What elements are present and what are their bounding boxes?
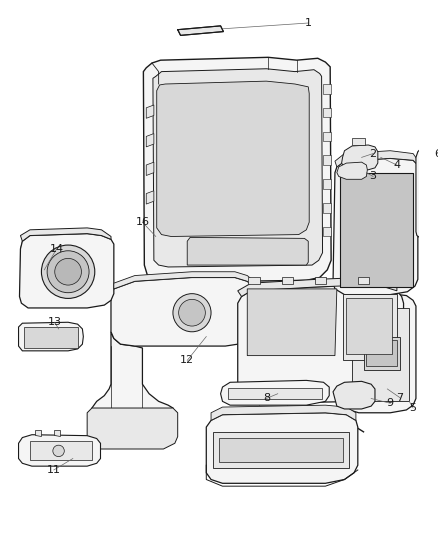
Polygon shape <box>343 294 397 360</box>
Polygon shape <box>87 408 178 449</box>
Text: 1: 1 <box>305 18 312 28</box>
Circle shape <box>173 294 211 332</box>
Polygon shape <box>219 438 343 462</box>
Polygon shape <box>335 151 418 167</box>
Polygon shape <box>187 237 308 265</box>
Polygon shape <box>35 430 42 435</box>
Polygon shape <box>352 139 365 145</box>
Text: 9: 9 <box>387 398 394 408</box>
Polygon shape <box>21 228 111 241</box>
Polygon shape <box>114 272 254 289</box>
Polygon shape <box>352 308 409 401</box>
Text: 11: 11 <box>47 465 61 475</box>
Polygon shape <box>157 81 309 237</box>
Polygon shape <box>228 388 321 399</box>
Polygon shape <box>364 336 400 370</box>
Polygon shape <box>358 278 369 284</box>
Text: 12: 12 <box>180 356 194 365</box>
Polygon shape <box>146 105 154 118</box>
Polygon shape <box>24 327 78 348</box>
Polygon shape <box>146 134 154 147</box>
Text: 2: 2 <box>370 149 377 159</box>
Text: 5: 5 <box>410 403 417 413</box>
Polygon shape <box>344 294 416 413</box>
Polygon shape <box>367 341 397 366</box>
Polygon shape <box>30 441 92 461</box>
Polygon shape <box>322 84 331 93</box>
Text: 14: 14 <box>49 244 64 254</box>
Polygon shape <box>247 289 337 356</box>
Polygon shape <box>111 278 257 346</box>
Polygon shape <box>322 227 331 237</box>
Text: 6: 6 <box>434 149 438 159</box>
Polygon shape <box>322 132 331 141</box>
Polygon shape <box>92 332 173 437</box>
Polygon shape <box>211 405 356 421</box>
Polygon shape <box>248 278 260 284</box>
Polygon shape <box>333 158 418 295</box>
Circle shape <box>55 259 81 285</box>
Polygon shape <box>18 322 83 351</box>
Text: 4: 4 <box>393 160 400 170</box>
Text: 16: 16 <box>135 217 149 227</box>
Polygon shape <box>322 203 331 213</box>
Polygon shape <box>282 278 293 284</box>
Polygon shape <box>342 145 378 170</box>
Polygon shape <box>18 435 100 466</box>
Polygon shape <box>337 162 367 179</box>
Text: 3: 3 <box>370 172 377 181</box>
Circle shape <box>42 245 95 298</box>
Polygon shape <box>213 432 349 468</box>
Polygon shape <box>20 233 114 308</box>
Polygon shape <box>54 430 60 435</box>
Polygon shape <box>178 26 223 35</box>
Text: 13: 13 <box>48 317 62 327</box>
Polygon shape <box>333 381 375 409</box>
Polygon shape <box>143 58 331 282</box>
Circle shape <box>53 445 64 457</box>
Polygon shape <box>238 278 397 296</box>
Polygon shape <box>206 413 358 483</box>
Text: 7: 7 <box>396 392 403 402</box>
Polygon shape <box>416 148 438 238</box>
Polygon shape <box>322 108 331 117</box>
Polygon shape <box>238 285 403 403</box>
Polygon shape <box>146 162 154 175</box>
Text: 8: 8 <box>263 393 270 403</box>
Polygon shape <box>322 156 331 165</box>
Polygon shape <box>315 278 326 284</box>
Circle shape <box>179 300 205 326</box>
Polygon shape <box>221 381 329 405</box>
Polygon shape <box>340 173 413 287</box>
Polygon shape <box>346 298 392 354</box>
Polygon shape <box>322 179 331 189</box>
Polygon shape <box>146 191 154 204</box>
Polygon shape <box>153 69 322 267</box>
Circle shape <box>47 251 89 293</box>
